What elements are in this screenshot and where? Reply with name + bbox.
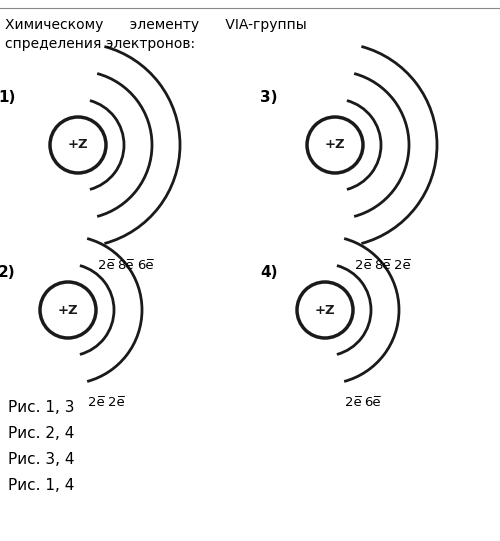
Text: Рис. 2, 4: Рис. 2, 4	[8, 426, 74, 441]
Text: 2е̅: 2е̅	[108, 396, 124, 409]
Text: 2): 2)	[0, 265, 16, 280]
Text: 4): 4)	[260, 265, 278, 280]
Text: 2е̅: 2е̅	[355, 259, 372, 272]
Text: 3): 3)	[260, 90, 278, 105]
Text: 8е̅: 8е̅	[118, 259, 134, 272]
Text: спределения электронов:: спределения электронов:	[5, 37, 195, 51]
Text: 2е̅: 2е̅	[394, 259, 410, 272]
Text: Рис. 1, 3: Рис. 1, 3	[8, 400, 74, 415]
Text: +Z: +Z	[68, 138, 88, 151]
Text: 2е̅: 2е̅	[88, 396, 105, 409]
Text: 1): 1)	[0, 90, 16, 105]
Text: +Z: +Z	[58, 304, 78, 316]
Text: 6е̅: 6е̅	[364, 396, 381, 409]
Text: Химическому      элементу      VIA-группы: Химическому элементу VIA-группы	[5, 18, 307, 32]
Text: +Z: +Z	[324, 138, 345, 151]
Text: Рис. 1, 4: Рис. 1, 4	[8, 478, 74, 493]
Text: 8е̅: 8е̅	[374, 259, 391, 272]
Text: 2е̅: 2е̅	[98, 259, 115, 272]
Text: Рис. 3, 4: Рис. 3, 4	[8, 452, 74, 467]
Text: 2е̅: 2е̅	[345, 396, 362, 409]
Text: 6е̅: 6е̅	[137, 259, 154, 272]
Text: +Z: +Z	[314, 304, 336, 316]
